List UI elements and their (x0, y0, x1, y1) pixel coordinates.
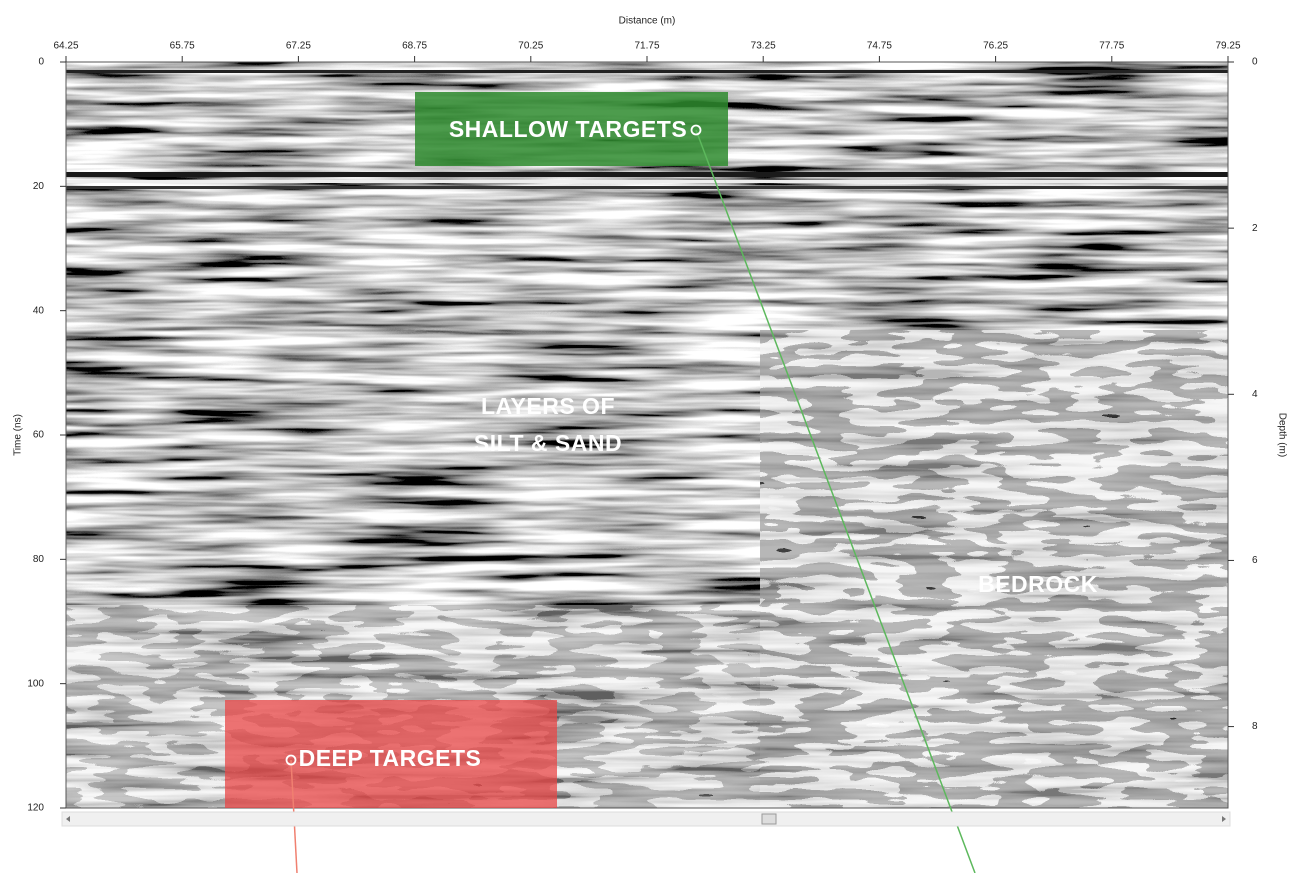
leader-line (695, 129, 976, 873)
x-tick-label: 68.75 (402, 41, 427, 52)
x-tick-label: 65.75 (170, 41, 195, 52)
scrollbar[interactable] (61, 811, 1231, 827)
annotation: SHALLOW TARGETS (449, 116, 687, 142)
leader-dot (690, 124, 702, 136)
y-tick-label: 120 (27, 803, 44, 814)
x-tick-label: 70.25 (518, 41, 543, 52)
x-tick-label: 77.75 (1099, 41, 1124, 52)
y-axis-title: Time (ns) (13, 414, 24, 456)
y-tick-label: 40 (33, 305, 45, 316)
y2-axis-title: Depth (m) (1276, 413, 1287, 457)
x-tick-label: 64.25 (53, 41, 78, 52)
interface-band (66, 186, 1228, 189)
y2-tick-label: 2 (1252, 223, 1258, 234)
annotation: BEDROCK (978, 571, 1098, 597)
y2-tick-label: 8 (1252, 721, 1258, 732)
y2-tick-label: 4 (1252, 389, 1258, 400)
y-tick-label: 60 (33, 430, 45, 441)
scroll-thumb[interactable] (761, 813, 777, 825)
x-tick-label: 76.25 (983, 41, 1008, 52)
y2-tick-label: 6 (1252, 555, 1258, 566)
surface-band (66, 70, 1228, 73)
y-tick-label: 100 (27, 678, 44, 689)
y2-tick-label: 0 (1252, 57, 1258, 68)
y-tick-label: 20 (33, 181, 45, 192)
x-tick-label: 79.25 (1215, 41, 1240, 52)
y-tick-label: 0 (38, 57, 44, 68)
interface-band (66, 172, 1228, 177)
annotation: SILT & SAND (474, 430, 622, 456)
radargram-image (66, 62, 1228, 808)
x-tick-label: 73.25 (751, 41, 776, 52)
y-tick-label: 80 (33, 554, 45, 565)
leader-dot (285, 754, 297, 766)
annotation: DEEP TARGETS (299, 745, 482, 771)
interface-band (66, 180, 1228, 183)
scroll-track[interactable] (61, 811, 1231, 827)
x-tick-label: 71.75 (634, 41, 659, 52)
x-tick-label: 67.25 (286, 41, 311, 52)
deep-box (225, 700, 557, 808)
x-axis-title: Distance (m) (619, 16, 676, 27)
x-tick-label: 74.75 (867, 41, 892, 52)
annotation: LAYERS OF (481, 393, 615, 419)
shallow-box (415, 92, 728, 166)
bedrock-reflections (760, 330, 1228, 808)
